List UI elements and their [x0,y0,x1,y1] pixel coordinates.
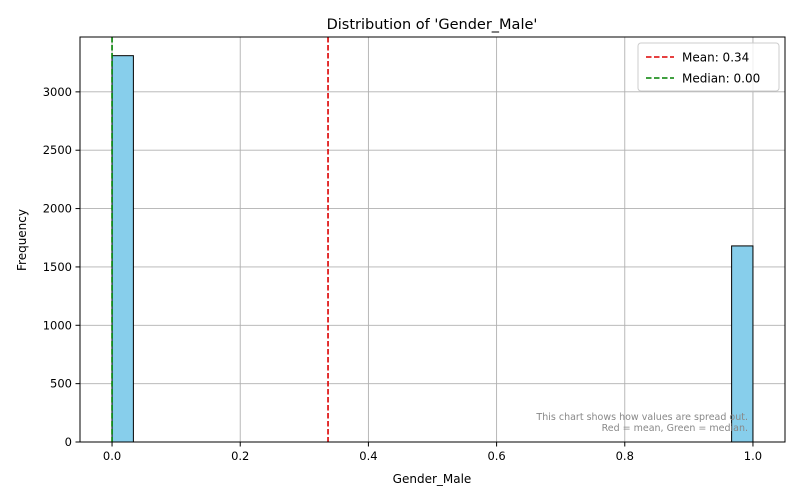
x-axis-label: Gender_Male [393,472,472,486]
histogram-bar [111,55,134,443]
legend-box [637,42,780,92]
legend: Mean: 0.34 Median: 0.00 [637,42,780,92]
y-tick-label: 2000 [43,202,72,216]
y-tick-label: 1500 [43,260,72,274]
y-tick-label: 500 [50,377,72,391]
y-tick-label: 1000 [43,318,72,332]
x-axis-ticks: 0.0 0.2 0.4 0.6 0.8 1.0 [103,442,762,463]
x-tick-label: 0.8 [616,449,634,463]
y-tick-label: 0 [65,435,72,449]
y-axis-ticks: 0 500 1000 1500 2000 2500 3000 [43,85,80,449]
x-tick-label: 1.0 [744,449,762,463]
annotation-line-1: This chart shows how values are spread o… [535,412,748,423]
plot-frame [79,36,786,443]
axes [79,36,786,443]
legend-median-label: Median: 0.00 [682,72,760,86]
legend-mean-label: Mean: 0.34 [682,51,749,65]
x-tick-label: 0.4 [359,449,377,463]
x-tick-label: 0.6 [487,449,505,463]
x-tick-label: 0.0 [103,449,121,463]
chart-title: Distribution of 'Gender_Male' [327,17,538,33]
y-axis-label: Frequency [15,209,29,271]
y-tick-label: 2500 [43,143,72,157]
reference-lines [111,37,329,442]
x-tick-label: 0.2 [231,449,249,463]
y-tick-label: 3000 [43,85,72,99]
annotation-line-2: Red = mean, Green = median. [602,423,748,434]
